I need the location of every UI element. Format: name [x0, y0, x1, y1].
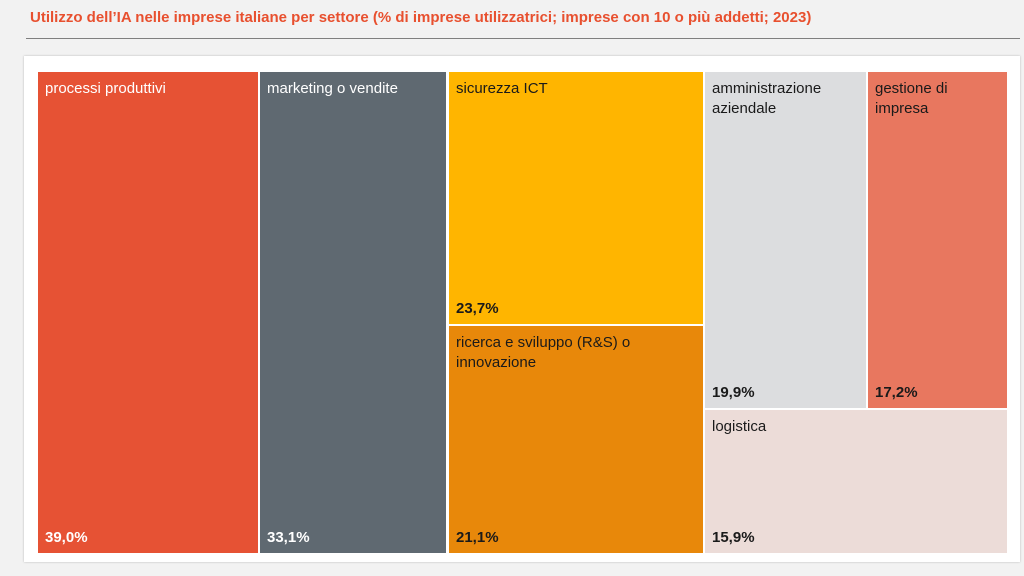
tile-gestione-di-impresa: gestione di impresa 17,2%	[868, 72, 1007, 408]
tile-value-amministrazione-aziendale: 19,9%	[712, 384, 755, 401]
treemap-chart: processi produttivi 39,0% marketing o vend…	[38, 72, 1007, 553]
tile-rect-processi-produttivi	[38, 72, 258, 553]
tile-value-logistica: 15,9%	[712, 529, 755, 546]
tile-label-logistica: logistica	[712, 418, 767, 435]
tile-label-sicurezza-ict: sicurezza ICT	[456, 80, 548, 97]
tile-amministrazione-aziendale: amministrazione aziendale 19,9%	[705, 72, 866, 408]
tile-value-marketing-o-vendite: 33,1%	[267, 529, 310, 546]
tile-rect-amministrazione-aziendale	[705, 72, 866, 408]
chart-title: Utilizzo dell’IA nelle imprese italiane …	[30, 9, 812, 26]
tile-value-sicurezza-ict: 23,7%	[456, 300, 499, 317]
tile-ricerca-e-sviluppo-r-s-o-innovazione: ricerca e sviluppo (R&S) o innovazione 21,…	[449, 326, 703, 553]
tile-rect-logistica	[705, 410, 1007, 553]
tile-rect-ricerca-e-sviluppo-r-s-o-innovazione	[449, 326, 703, 553]
tile-rect-marketing-o-vendite	[260, 72, 446, 553]
tile-value-gestione-di-impresa: 17,2%	[875, 384, 918, 401]
tile-label-marketing-o-vendite: marketing o vendite	[267, 80, 398, 97]
tile-sicurezza-ict: sicurezza ICT 23,7%	[449, 72, 703, 324]
tile-rect-gestione-di-impresa	[868, 72, 1007, 408]
tile-value-ricerca-e-sviluppo-r-s-o-innovazione: 21,1%	[456, 529, 499, 546]
tile-marketing-o-vendite: marketing o vendite 33,1%	[260, 72, 446, 553]
tile-logistica: logistica 15,9%	[705, 410, 1007, 553]
tile-label-processi-produttivi: processi produttivi	[45, 80, 166, 97]
tile-rect-sicurezza-ict	[449, 72, 703, 324]
tile-value-processi-produttivi: 39,0%	[45, 529, 88, 546]
tile-label-amministrazione-aziendale: amministrazione aziendale	[712, 80, 821, 117]
tile-processi-produttivi: processi produttivi 39,0%	[38, 72, 258, 553]
chart-frame: processi produttivi 39,0% marketing o vend…	[24, 56, 1020, 562]
title-divider	[26, 38, 1020, 39]
tile-label-gestione-di-impresa: gestione di impresa	[875, 80, 948, 117]
tile-label-ricerca-e-sviluppo-r-s-o-innovazione: ricerca e sviluppo (R&S) o innovazione	[456, 334, 630, 371]
